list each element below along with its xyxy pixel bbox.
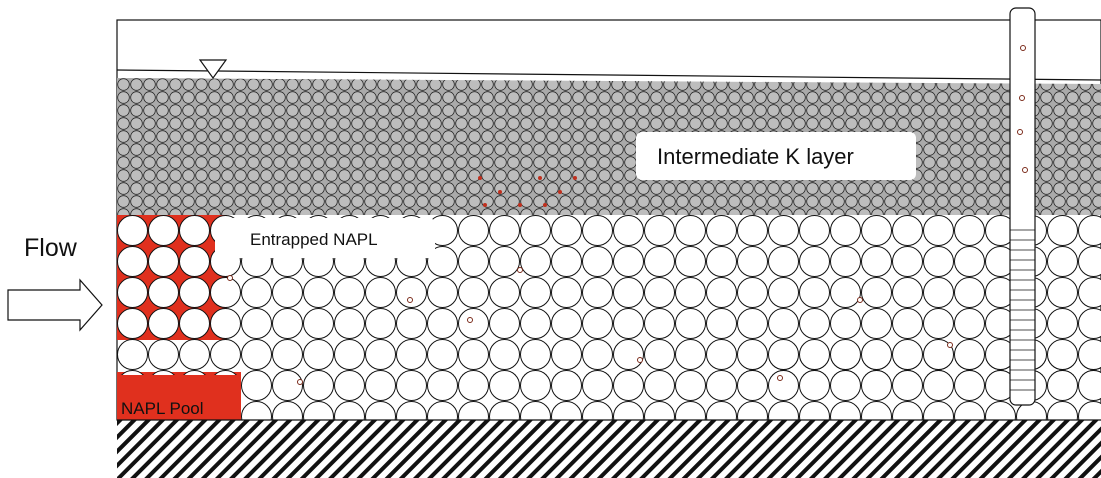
entrapped-label: Entrapped NAPL: [250, 230, 378, 249]
flow-label: Flow: [24, 234, 78, 262]
flow-arrow: [8, 280, 102, 330]
layer-label: Intermediate K layer: [657, 144, 854, 169]
diagram: Flow Entrapped NAPL Intermediate K layer…: [0, 0, 1101, 478]
well: [1010, 8, 1035, 405]
pool-label: NAPL Pool: [121, 399, 204, 418]
